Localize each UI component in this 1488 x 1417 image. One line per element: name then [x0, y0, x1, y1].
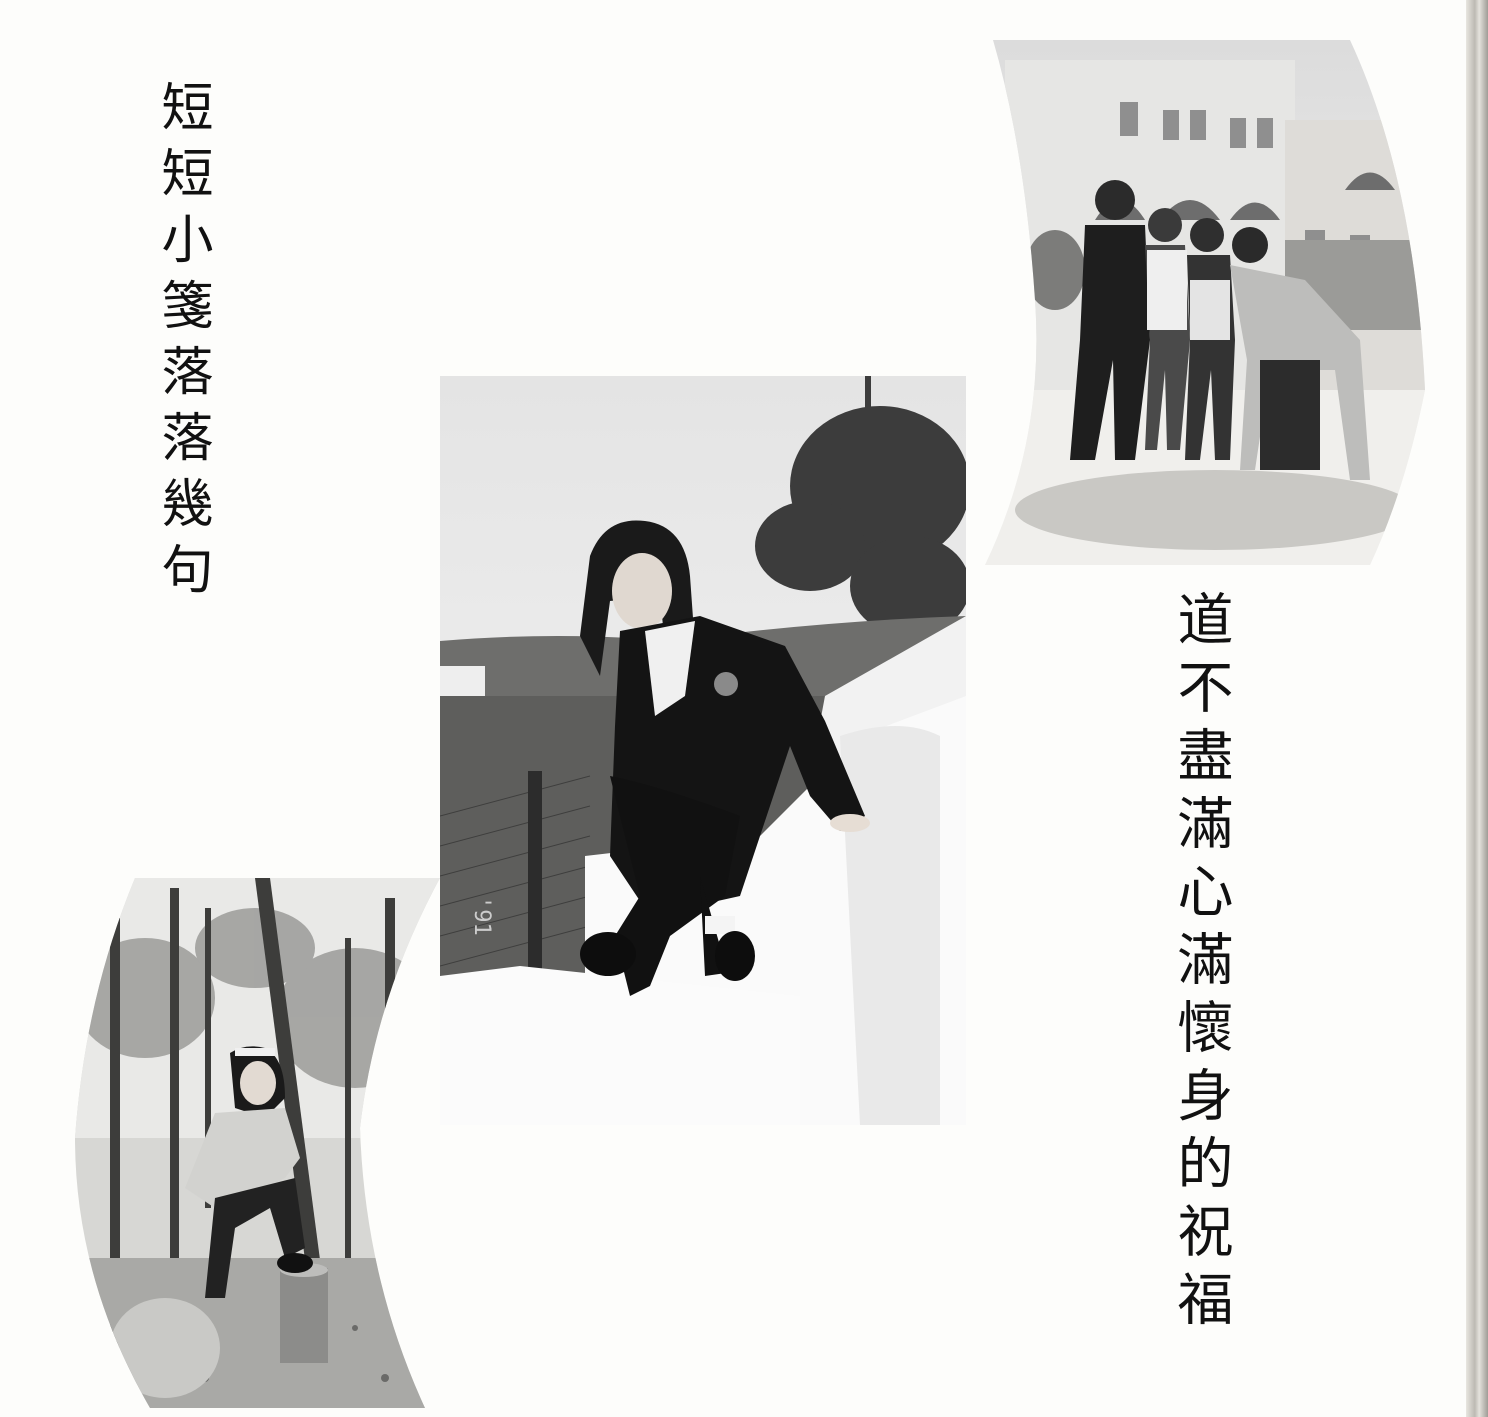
verse-left: 短短小箋落落幾句 [152, 80, 212, 608]
book-page-edge [1466, 0, 1488, 1417]
photo-girl-on-wall: '91 [440, 376, 966, 1125]
verse-right: 道不盡滿心滿懷身的祝福 [1168, 590, 1233, 1338]
photo-date-stamp: '91 [469, 896, 494, 936]
photo-group-courtyard [985, 40, 1430, 565]
photo-girl-in-forest [55, 878, 440, 1408]
